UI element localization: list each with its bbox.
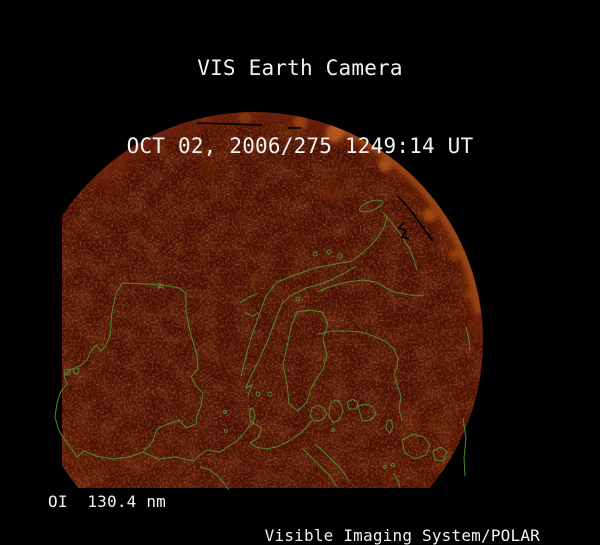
page-title: VIS Earth Camera (197, 56, 403, 80)
wavelength-label: OI 130.4 nm (48, 492, 166, 511)
coastline-overlay (54, 199, 471, 491)
credit-line-1: Visible Imaging System/POLAR (264, 526, 540, 545)
title-block: VIS Earth Camera OCT 02, 2006/275 1249:1… (0, 3, 600, 211)
image-crack-artifacts (85, 122, 434, 242)
credit-block: Visible Imaging System/POLAR The Univers… (225, 493, 540, 545)
timestamp-label: OCT 02, 2006/275 1249:14 UT (126, 134, 474, 158)
